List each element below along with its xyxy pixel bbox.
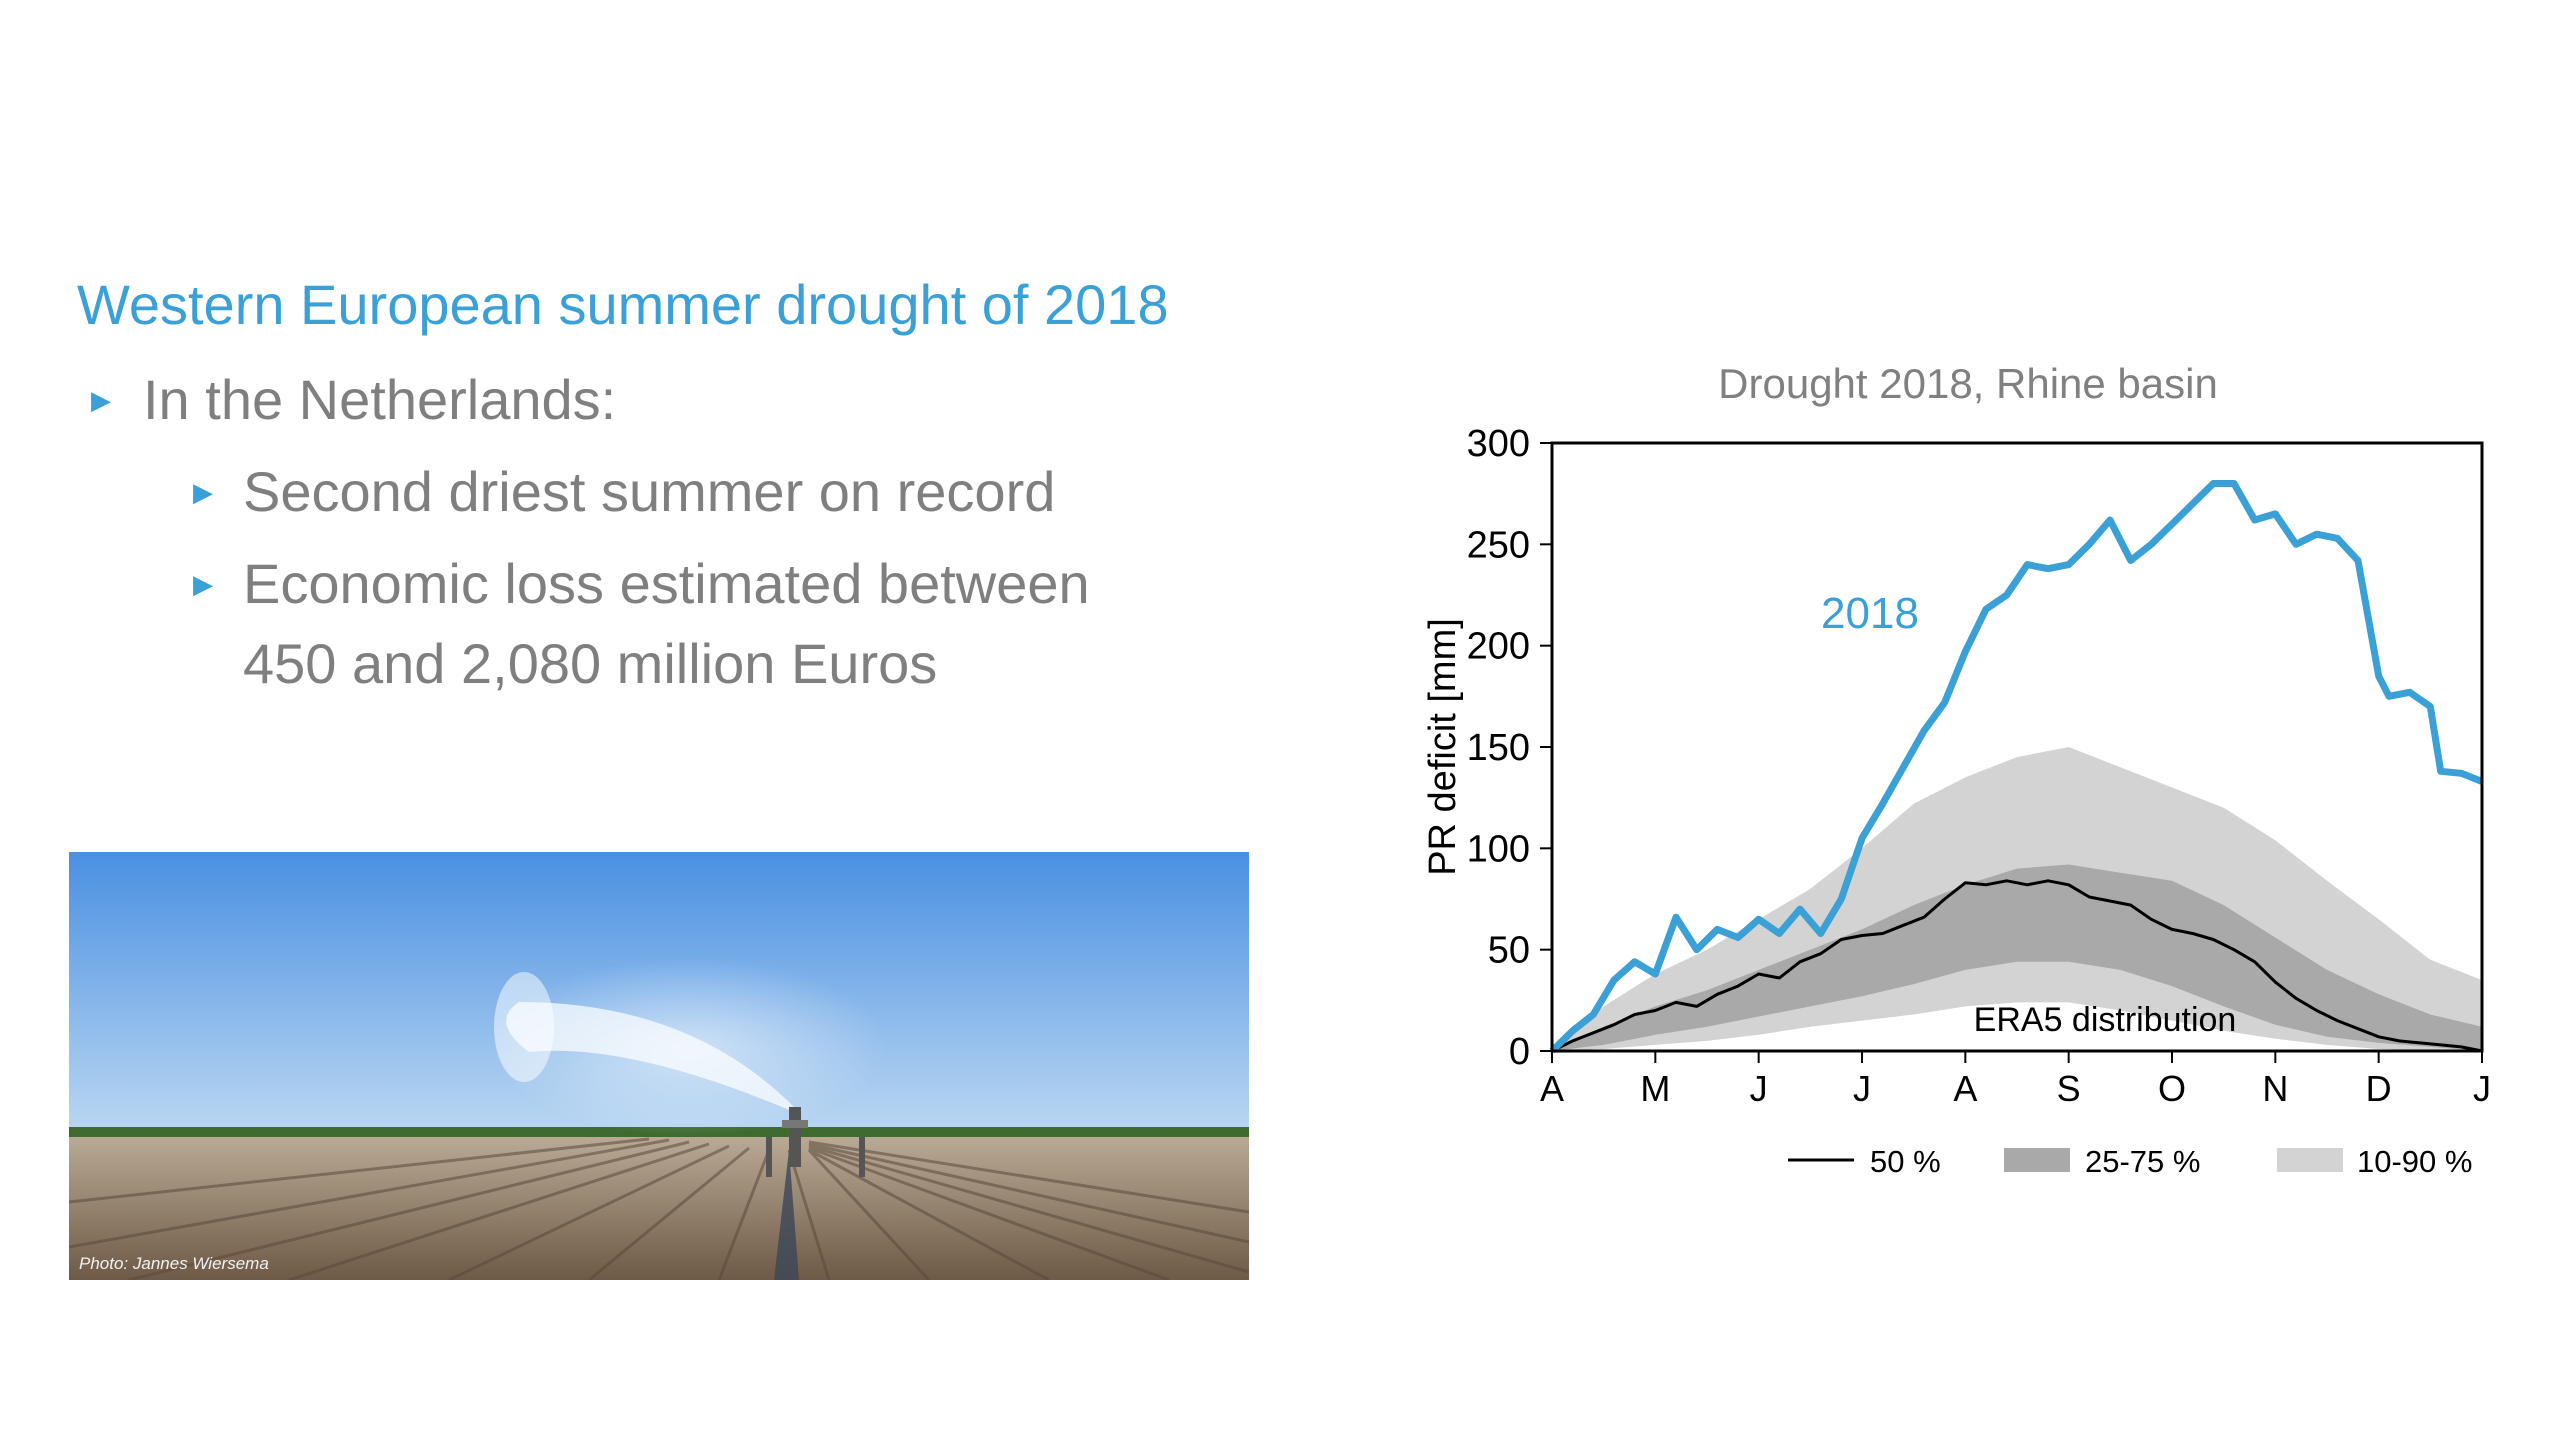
- y-tick-label: 100: [1467, 828, 1530, 870]
- median-group: [1551, 879, 2483, 1053]
- band-25-75-group: [1552, 864, 2482, 1051]
- series-2018-line: [1549, 480, 2484, 1054]
- bullet-netherlands: ▶ In the Netherlands:: [91, 360, 617, 440]
- series-label-2018: 2018: [1821, 589, 1919, 638]
- era5-distribution-label: ERA5 distribution: [1974, 1001, 2237, 1039]
- x-tick-label: M: [1640, 1068, 1670, 1109]
- photo-credit: Photo: Jannes Wiersema: [79, 1254, 269, 1273]
- y-axis: 0 50 100 150 200 250 300: [1467, 423, 1552, 1073]
- x-tick-label: S: [2057, 1068, 2081, 1109]
- bullet-text-line-1: Economic loss estimated between: [243, 552, 1090, 615]
- bullet-text: In the Netherlands:: [143, 368, 617, 431]
- y-tick-label: 50: [1488, 930, 1530, 972]
- legend: 50 % 25-75 % 10-90 %: [1788, 1144, 2472, 1179]
- bullet-triangle-icon: ▶: [91, 385, 111, 415]
- bullet-text: Second driest summer on record: [243, 460, 1056, 523]
- legend-label-10-90: 10-90 %: [2357, 1144, 2472, 1179]
- drought-chart: Drought 2018, Rhine basin 0 50 100 150 200 25…: [1422, 360, 2491, 1179]
- x-tick-label: A: [1540, 1068, 1564, 1109]
- bullet-triangle-icon: ▶: [193, 569, 213, 599]
- legend-label-25-75: 25-75 %: [2085, 1144, 2200, 1179]
- irrigation-photo: Photo: Jannes Wiersema: [69, 852, 1249, 1280]
- y-tick-label: 150: [1467, 727, 1530, 769]
- y-tick-label: 200: [1467, 626, 1530, 668]
- chart-title: Drought 2018, Rhine basin: [1718, 360, 2218, 407]
- legend-label-50: 50 %: [1870, 1144, 1941, 1179]
- legend-swatch-25-75: [2004, 1148, 2070, 1172]
- bullet-economic-loss: ▶ Economic loss estimated between 450 an…: [193, 544, 1243, 704]
- series-2018-group: [1549, 480, 2484, 1054]
- irrigation-field-image: [69, 852, 1249, 1280]
- slide-title: Western European summer drought of 2018: [77, 273, 1169, 336]
- bullet-text-line-2: 450 and 2,080 million Euros: [243, 632, 938, 695]
- x-tick-label: D: [2366, 1068, 2392, 1109]
- x-tick-label: J: [2473, 1068, 2491, 1109]
- x-tick-label: A: [1953, 1068, 1977, 1109]
- y-tick-label: 300: [1467, 423, 1530, 465]
- bullet-triangle-icon: ▶: [193, 477, 213, 507]
- y-tick-label: 0: [1509, 1031, 1530, 1073]
- y-axis-label: PR deficit [mm]: [1422, 618, 1464, 876]
- bullet-second-driest: ▶ Second driest summer on record: [193, 452, 1056, 532]
- median-line: [1551, 879, 2483, 1053]
- y-tick-label: 250: [1467, 524, 1530, 566]
- x-tick-label: O: [2158, 1068, 2186, 1109]
- legend-swatch-10-90: [2277, 1148, 2343, 1172]
- x-tick-label: N: [2262, 1068, 2288, 1109]
- x-tick-label: J: [1853, 1068, 1871, 1109]
- x-tick-label: J: [1750, 1068, 1768, 1109]
- band-25-75: [1552, 864, 2482, 1051]
